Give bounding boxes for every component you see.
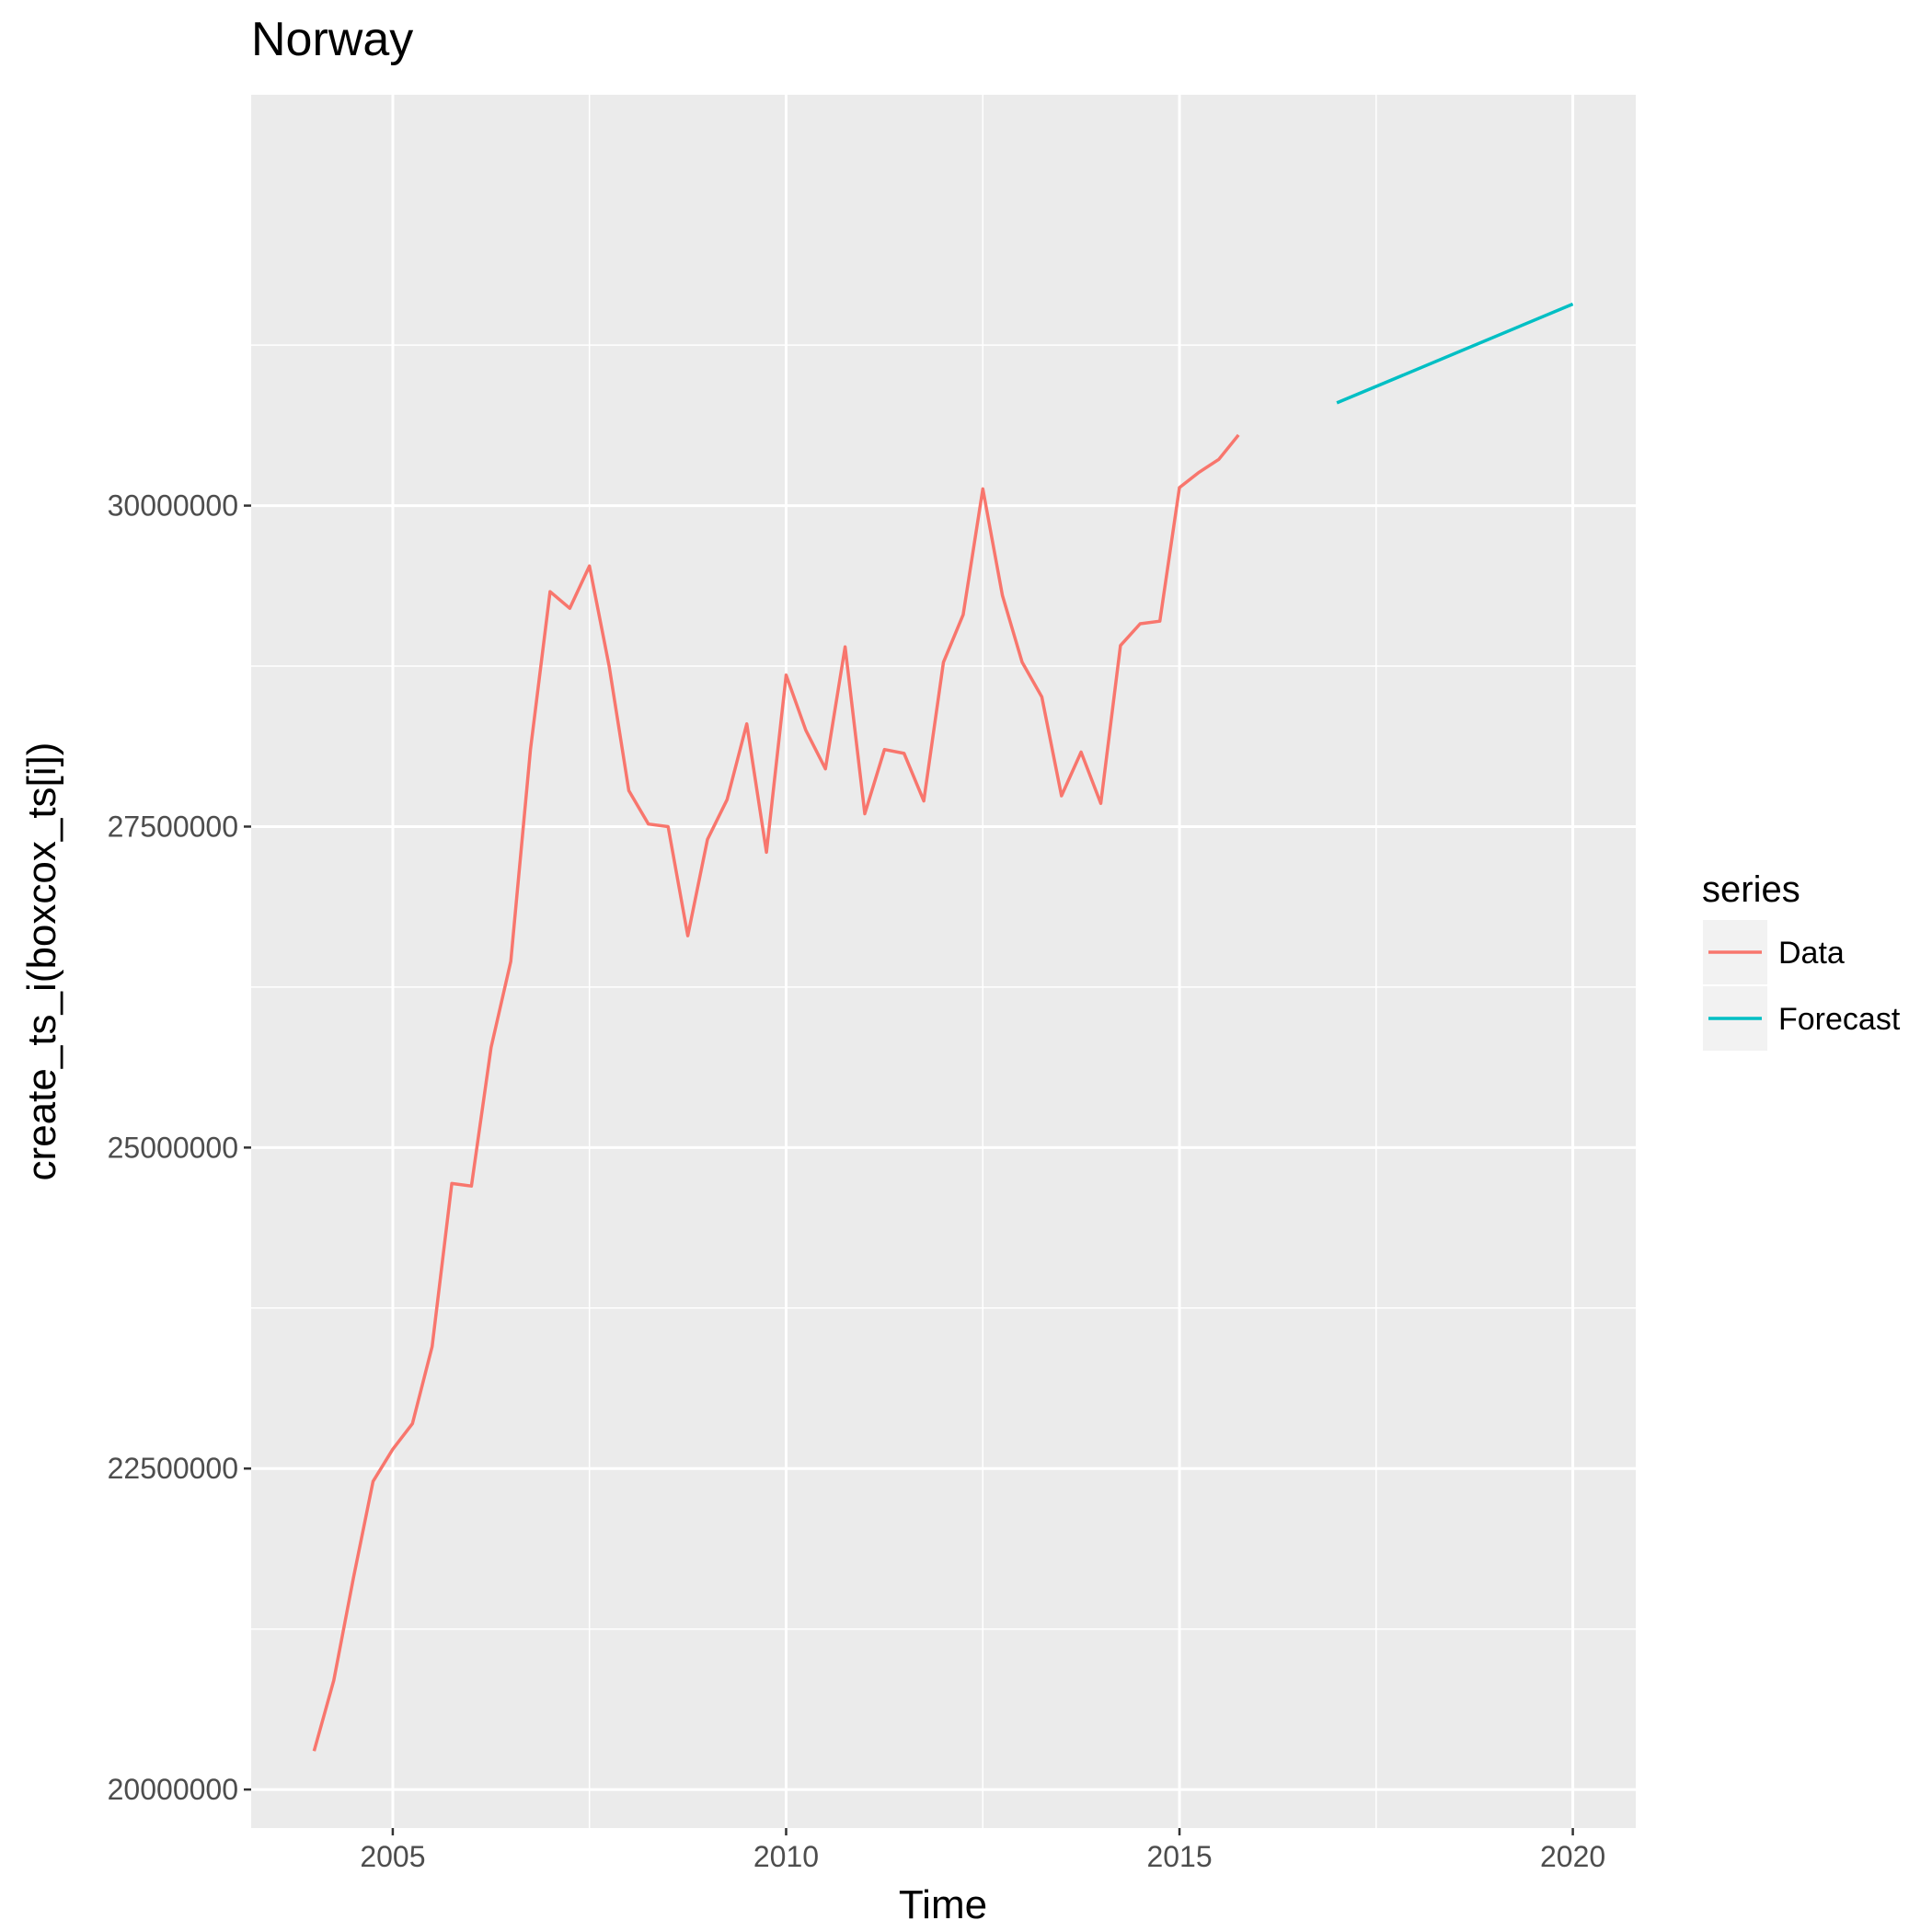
x-tick-label: 2005	[360, 1840, 425, 1873]
y-axis-title: create_ts_i(boxcox_ts[i])	[19, 742, 64, 1181]
x-tick-label: 2015	[1146, 1840, 1212, 1873]
x-axis: 2005 2010 2015 2020	[360, 1828, 1605, 1873]
series-lines	[312, 302, 1574, 1752]
legend-label-forecast: Forecast	[1778, 1002, 1901, 1037]
y-tick-label: 30000000	[108, 489, 238, 523]
y-tick-label: 27500000	[108, 810, 238, 843]
x-tick-label: 2010	[753, 1840, 819, 1873]
x-tick-label: 2020	[1540, 1840, 1605, 1873]
legend-label-data: Data	[1778, 936, 1845, 971]
y-tick-label: 25000000	[108, 1131, 238, 1164]
y-tick-label: 20000000	[108, 1773, 238, 1806]
chart-title: Norway	[251, 13, 413, 66]
legend: series Data Forecast	[1702, 869, 1901, 1051]
x-axis-title: Time	[899, 1882, 987, 1927]
y-axis: 20000000 22500000 25000000 27500000 30000000	[108, 489, 251, 1806]
series-line-data	[312, 433, 1240, 1752]
minor-grid	[251, 95, 1636, 1828]
legend-title: series	[1702, 869, 1800, 910]
series-line-forecast	[1336, 302, 1574, 405]
major-grid	[251, 95, 1636, 1828]
y-tick-label: 22500000	[108, 1452, 238, 1485]
plot-panel	[251, 95, 1636, 1828]
